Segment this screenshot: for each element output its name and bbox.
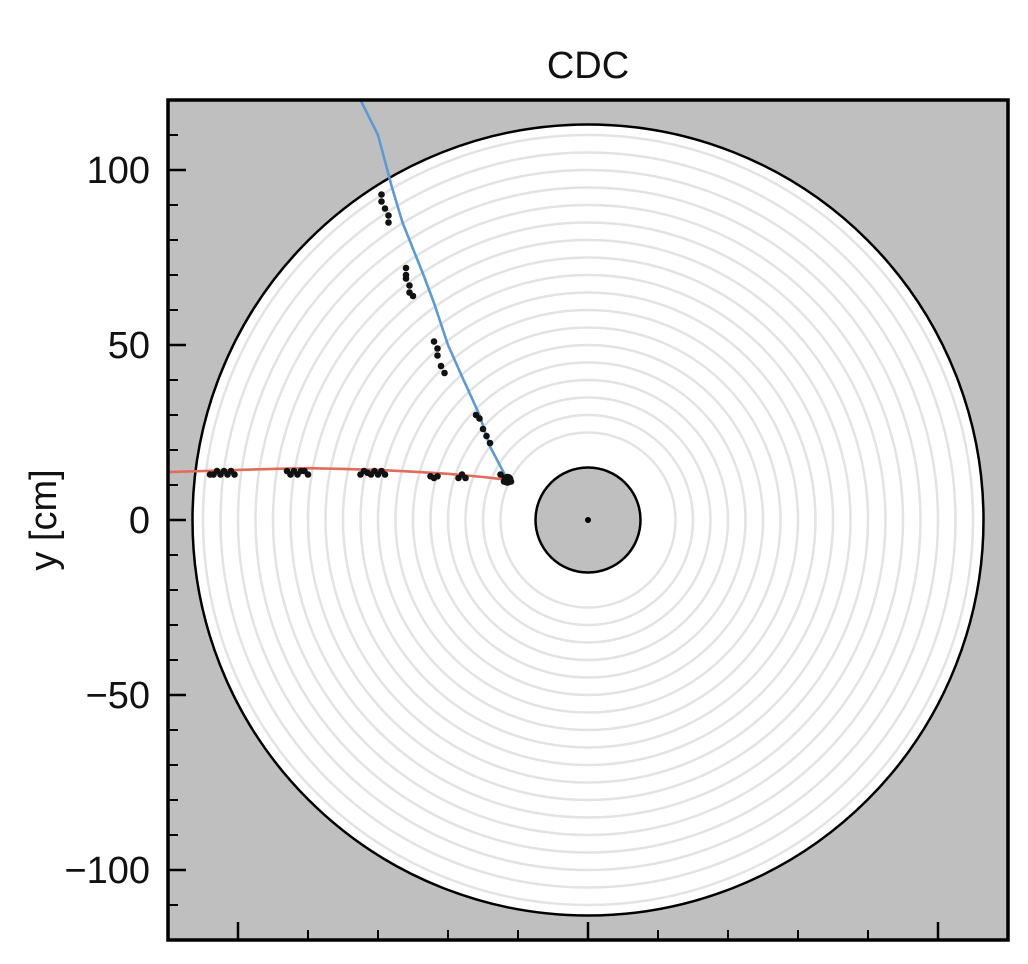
detector-layer	[429, 361, 747, 679]
hit-point	[430, 338, 438, 345]
hit-point	[455, 474, 462, 482]
y-tick-label: −100	[64, 850, 150, 892]
detector-layer	[446, 378, 730, 662]
hit-point	[406, 282, 413, 289]
track-line	[359, 100, 509, 482]
vertex-point	[501, 473, 514, 486]
hit-point	[385, 219, 392, 226]
hit-point	[472, 411, 480, 419]
hit-point	[427, 472, 434, 480]
origin-point	[585, 517, 591, 523]
detector-layer	[394, 326, 782, 714]
hit-point	[357, 471, 364, 478]
hit-point	[402, 264, 410, 272]
y-axis-ticks: 100 50 0 −50 −100	[64, 99, 186, 941]
detector-layer	[499, 431, 677, 609]
hit-point	[497, 471, 504, 478]
x-axis-ticks	[167, 922, 1009, 940]
hit-point	[402, 271, 410, 279]
track-1	[359, 100, 509, 482]
detector-layer	[359, 291, 817, 749]
y-tick-label: −50	[86, 675, 150, 717]
hit-point	[283, 467, 291, 475]
hit-point	[206, 471, 214, 478]
detector-layer	[201, 133, 975, 907]
detector-layers	[201, 133, 975, 907]
detector-layer	[271, 203, 905, 837]
detector-layer	[341, 273, 835, 767]
detector-layer	[289, 221, 887, 819]
detector-layer	[219, 151, 957, 889]
detector-layer	[306, 238, 870, 802]
detector-layer	[376, 308, 800, 732]
y-tick-label: 50	[108, 325, 150, 367]
hit-point	[434, 352, 441, 359]
detector-layer	[411, 343, 765, 697]
detector-layer	[324, 256, 852, 784]
y-axis-label: y [cm]	[23, 469, 65, 570]
tracks	[168, 100, 515, 486]
y-tick-label: 100	[87, 150, 150, 192]
detector-layer	[481, 413, 695, 627]
hit-point	[437, 362, 445, 370]
y-tick-label: 0	[129, 500, 150, 542]
hit-point	[406, 289, 413, 296]
detector-layer	[254, 186, 922, 854]
hit-point	[378, 191, 385, 198]
chart-title: CDC	[547, 45, 629, 87]
hit-point	[385, 212, 392, 219]
detector-layer	[464, 396, 712, 644]
hit-point	[378, 198, 385, 205]
hit-point	[434, 345, 441, 352]
plot-area	[168, 100, 1008, 940]
detector-layer	[236, 168, 940, 872]
hit-point	[381, 205, 389, 212]
hit-point	[441, 369, 448, 377]
hit-point	[486, 439, 494, 447]
hit-point	[479, 425, 487, 433]
hit-point	[483, 432, 490, 440]
